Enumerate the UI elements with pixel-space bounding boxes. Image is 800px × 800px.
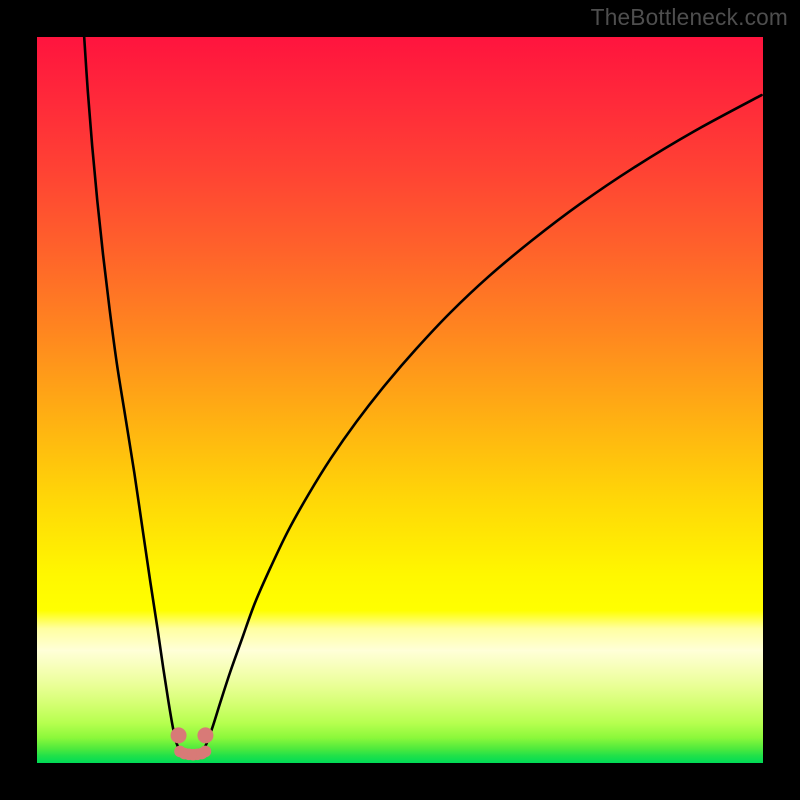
marker-dot — [171, 727, 187, 743]
watermark-text: TheBottleneck.com — [591, 4, 788, 31]
marker-dot — [197, 727, 213, 743]
chart-svg — [37, 37, 763, 763]
chart-plot-area — [37, 37, 763, 763]
marker-dot — [200, 746, 212, 758]
chart-background — [37, 37, 763, 763]
